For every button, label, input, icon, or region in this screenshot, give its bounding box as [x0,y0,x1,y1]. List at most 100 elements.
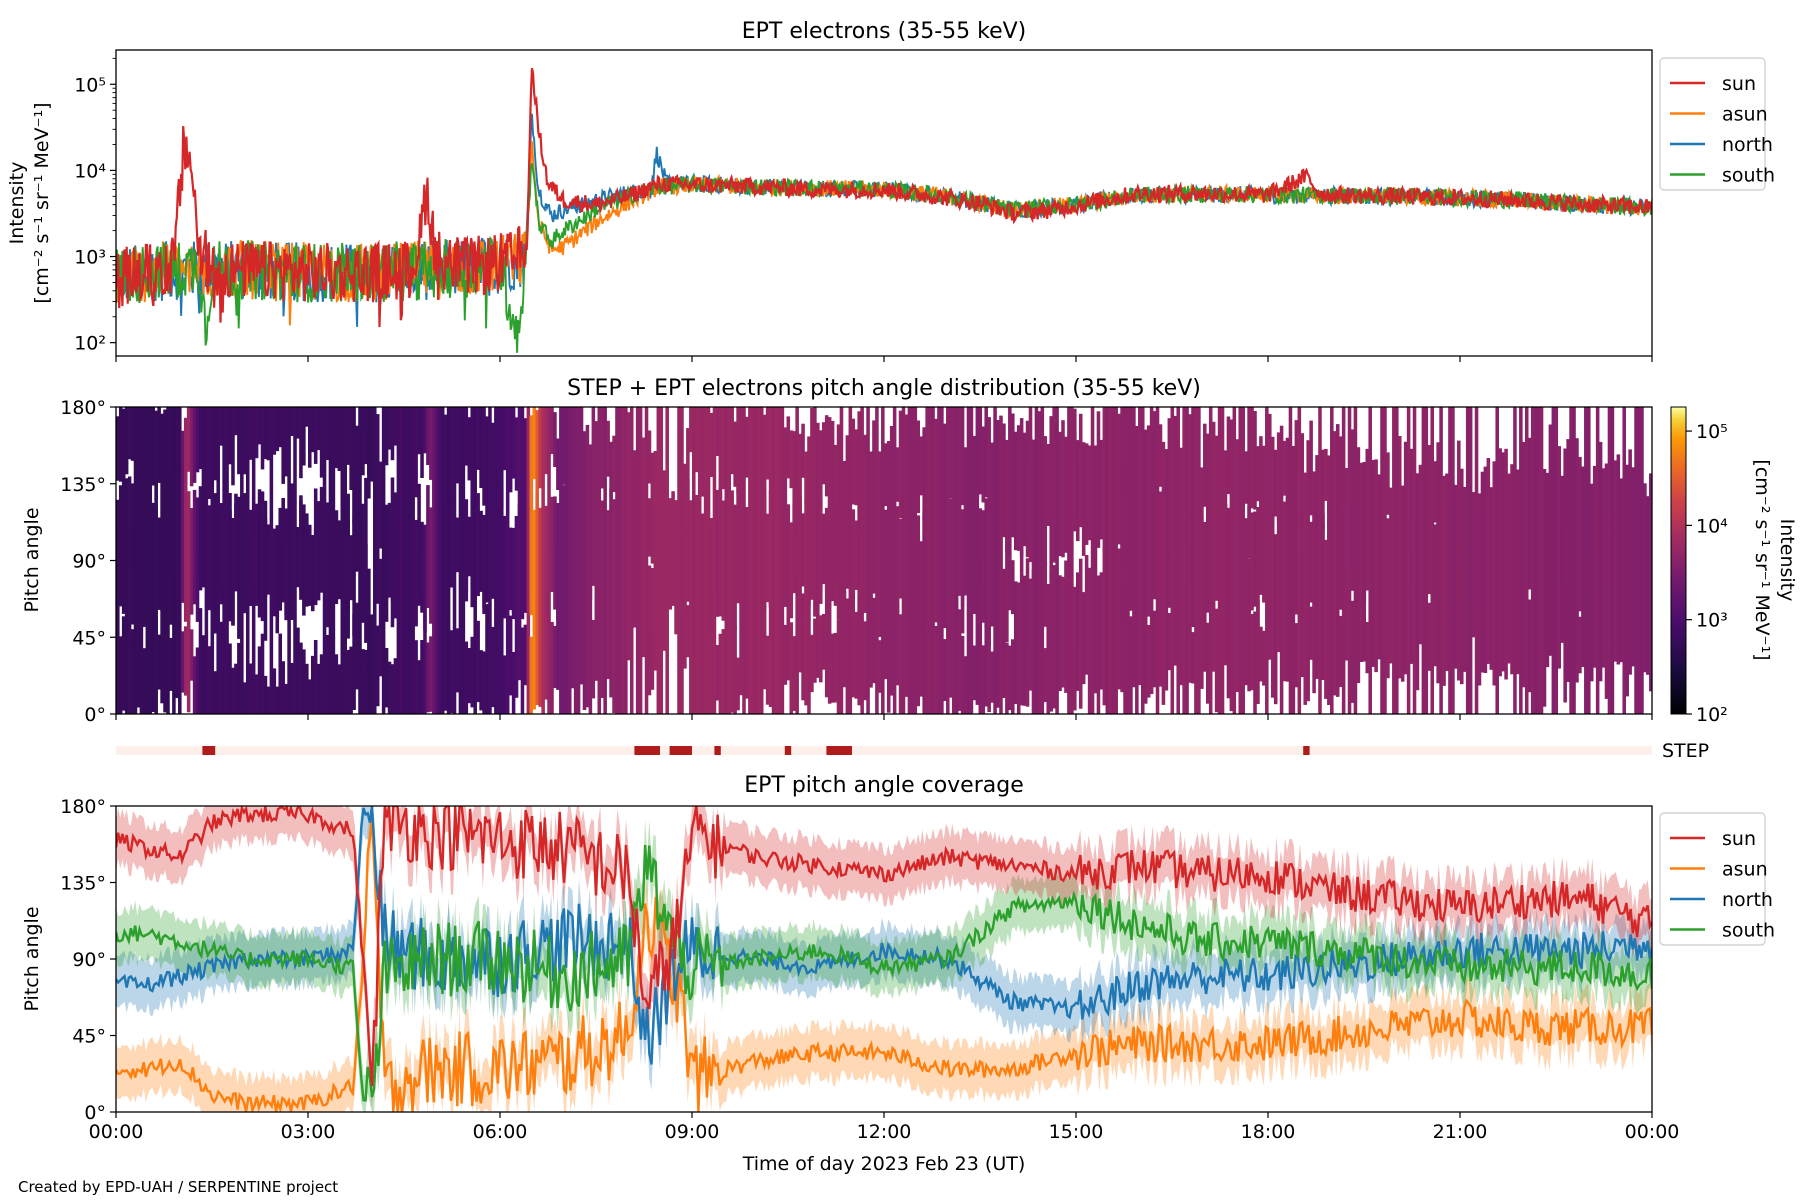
x-tick-label: 03:00 [281,1121,336,1143]
heatmap-cell [996,420,1000,501]
heatmap-cell [1460,592,1464,685]
heatmap-cell [511,407,516,479]
heatmap-cell [715,504,720,617]
heatmap-cell [476,517,480,580]
heatmap-cell [1111,407,1115,714]
heatmap-cell [854,611,859,699]
heatmap-cell [810,408,814,505]
heatmap-cell [1081,592,1086,646]
heatmap-cell [600,596,604,698]
heatmap-cell [1247,580,1251,692]
heatmap-cell [1536,407,1541,714]
legend-label-south: south [1722,920,1775,942]
heatmap-cell [1064,560,1068,655]
heatmap-cell [597,407,602,714]
heatmap-cell [1158,424,1163,487]
heatmap-cell [248,407,253,460]
heatmap-cell [443,487,448,610]
heatmap-cell [178,407,182,714]
heatmap-cell [1433,575,1437,667]
heatmap-cell [1129,407,1133,531]
heatmap-cell [739,509,743,604]
heatmap-cell [627,590,631,661]
heatmap-cell [375,492,380,570]
heatmap-cell [724,407,729,714]
x-tick-label: 00:00 [1625,1121,1680,1143]
heatmap-cell [1628,542,1632,612]
heatmap-cell [455,517,460,572]
heatmap-cell [591,533,596,586]
heatmap-cell [390,407,395,461]
heatmap-cell [1522,534,1526,629]
heatmap-cell [210,407,215,714]
heatmap-cell [786,504,791,627]
heatmap-cell [1389,487,1393,550]
heatmap-cell [922,510,926,625]
heatmap-cell [145,407,150,714]
y-tick-label: 0° [84,1102,106,1124]
heatmap-cell [1076,572,1080,642]
heatmap-cell [440,407,445,714]
heatmap-cell [189,518,194,572]
heatmap-cell [1129,490,1133,549]
heatmap-cell [813,490,817,588]
heatmap-cell [1135,610,1139,714]
heatmap-cell [863,499,867,613]
heatmap-cell [748,407,752,714]
heatmap-cell [432,407,436,714]
heatmap-cell [1011,453,1015,528]
heatmap-cell [127,476,132,582]
heatmap-cell [999,415,1003,494]
heatmap-cell [733,504,737,630]
heatmap-cell [1244,451,1248,504]
heatmap-cell [969,407,974,714]
heatmap-cell [845,435,850,529]
heatmap-cell [192,489,197,601]
heatmap-cell [375,414,380,516]
heatmap-cell [1058,448,1062,557]
heatmap-cell [990,442,994,494]
heatmap-cell [1312,487,1316,603]
heatmap-cell [1510,592,1514,675]
heatmap-cell [824,415,829,497]
heatmap-cell [981,426,986,503]
heatmap-cell [175,467,179,591]
heatmap-cell [1507,568,1511,664]
heatmap-cell [866,407,870,714]
heatmap-cell [686,533,690,601]
heatmap-cell [169,407,173,505]
heatmap-cell [452,407,457,714]
panel4-xlabel: Time of day 2023 Feb 23 (UT) [742,1153,1026,1175]
heatmap-cell [1262,505,1266,572]
heatmap-cell [1220,407,1225,714]
legend-label-sun: sun [1722,828,1756,850]
heatmap-cell [1557,531,1562,607]
heatmap-cell [594,602,599,681]
heatmap-cell [591,489,596,565]
heatmap-cell [1149,626,1154,695]
heatmap-cell [573,407,578,714]
heatmap-cell [1462,486,1467,554]
heatmap-cell [1649,565,1652,692]
heatmap-cell [635,407,640,714]
heatmap-cell [1631,543,1635,636]
heatmap-cell [302,407,306,466]
heatmap-cell [768,531,773,608]
heatmap-cell [367,568,371,677]
heatmap-cell [1073,625,1077,711]
heatmap-cell [1510,529,1514,618]
heatmap-cell [186,491,191,607]
heatmap-cell [420,524,424,613]
heatmap-cell [996,521,1000,643]
heatmap-cell [1250,613,1254,691]
heatmap-cell [1640,407,1644,714]
heatmap-cell [532,532,537,629]
heatmap-cell [886,521,891,598]
heatmap-cell [514,609,519,698]
panel1-legend: sun asun north south [1659,57,1775,191]
x-tick-label: 00:00 [89,1121,144,1143]
heatmap-cell [715,645,720,701]
heatmap-cell [1279,603,1284,714]
heatmap-cell [813,407,817,521]
heatmap-cell [1492,595,1497,686]
